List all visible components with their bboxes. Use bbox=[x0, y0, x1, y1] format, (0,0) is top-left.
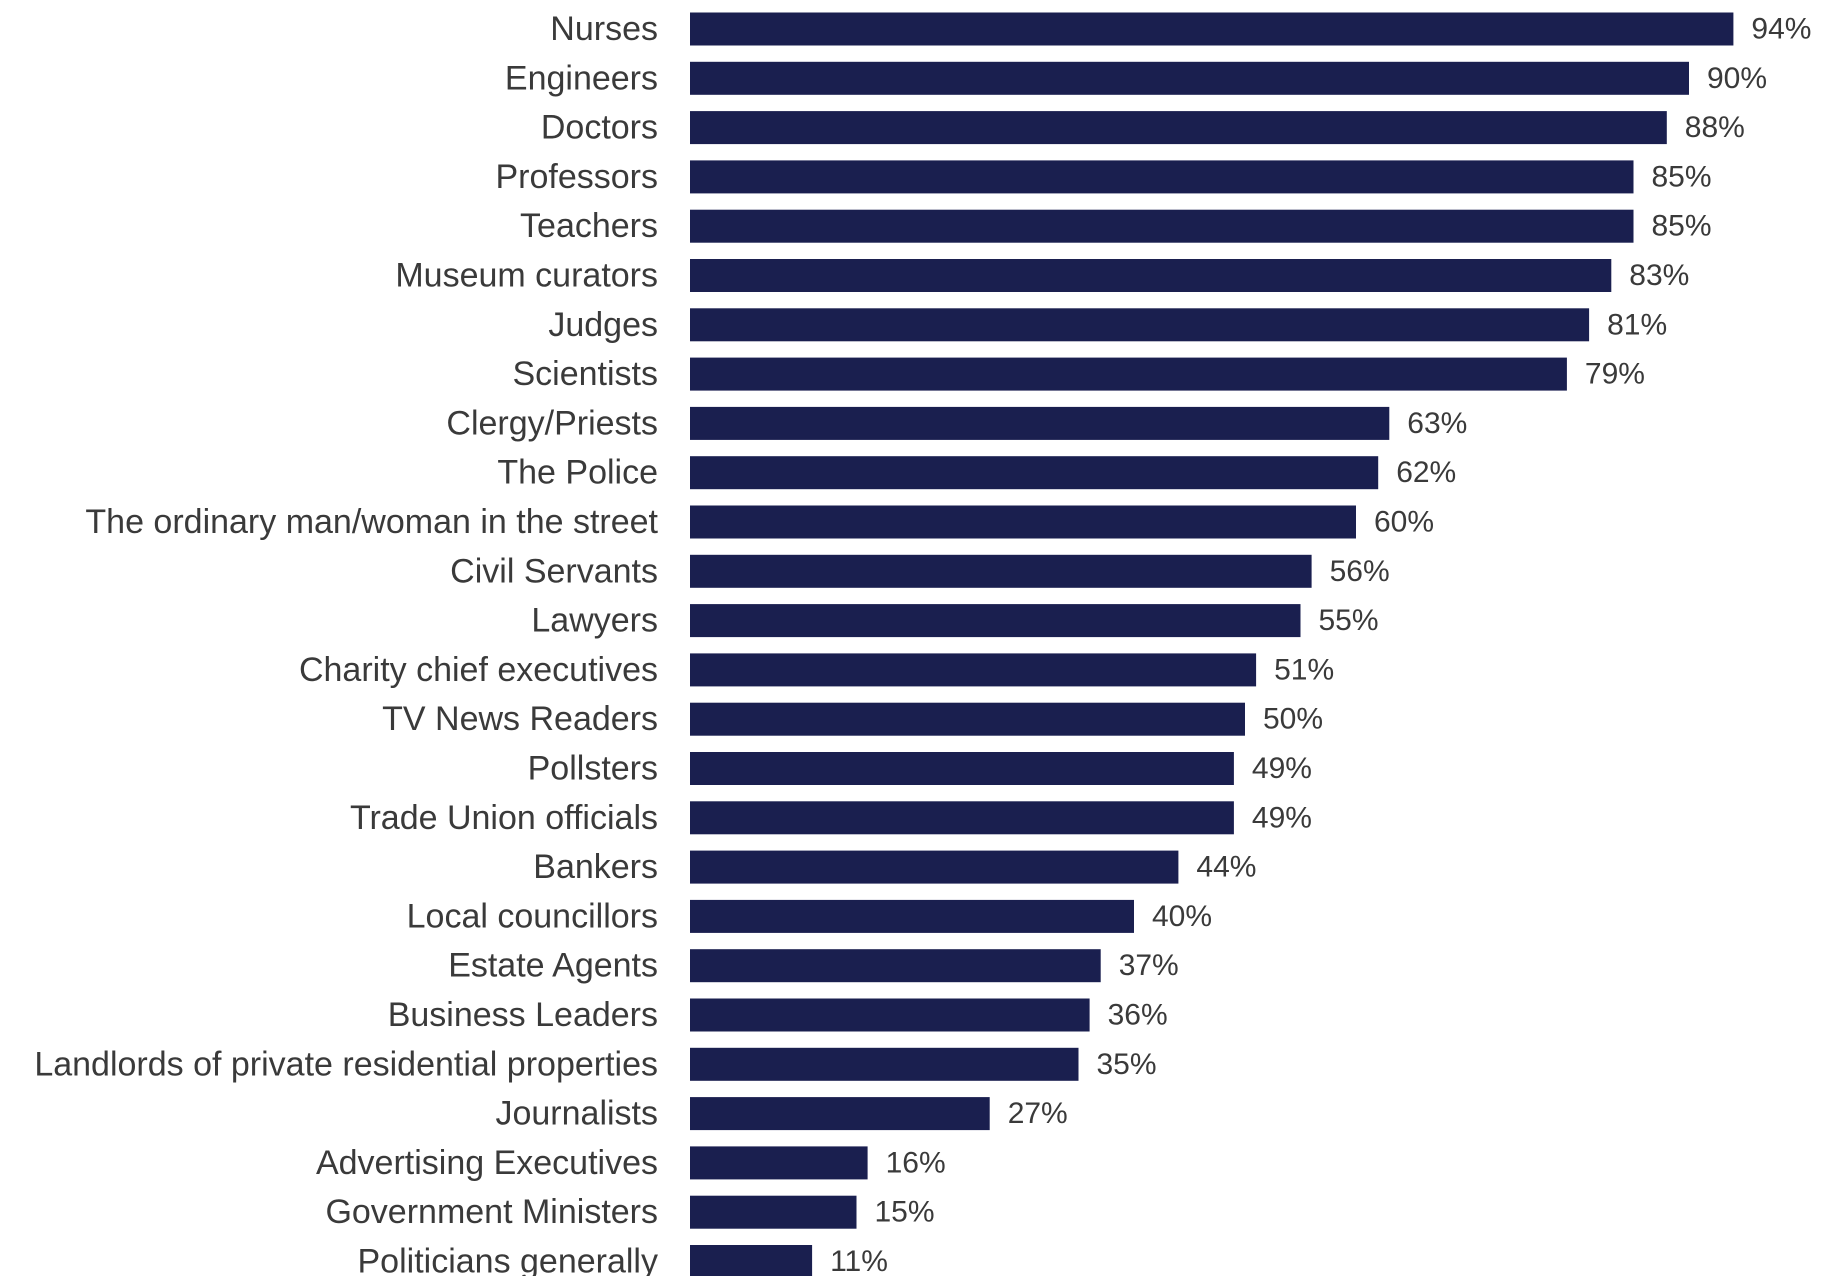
category-label: Pollsters bbox=[528, 750, 658, 788]
data-label: 55% bbox=[1319, 604, 1379, 637]
category-label: Estate Agents bbox=[448, 947, 658, 985]
category-label: Clergy/Priests bbox=[446, 404, 658, 442]
bar bbox=[690, 111, 1667, 145]
category-label: Trade Union officials bbox=[350, 799, 658, 837]
category-label: Politicians generally bbox=[358, 1243, 659, 1277]
bar bbox=[690, 209, 1634, 243]
category-label: Journalists bbox=[495, 1095, 658, 1133]
data-label: 27% bbox=[1008, 1097, 1068, 1130]
bar bbox=[690, 554, 1312, 588]
data-label: 85% bbox=[1652, 210, 1712, 243]
data-label: 44% bbox=[1196, 851, 1256, 884]
bar bbox=[690, 1097, 990, 1131]
category-label: Government Ministers bbox=[325, 1193, 658, 1231]
bar bbox=[690, 998, 1090, 1032]
data-label: 56% bbox=[1330, 555, 1390, 588]
category-label: Bankers bbox=[533, 848, 658, 886]
bar bbox=[690, 308, 1590, 342]
data-label: 11% bbox=[830, 1245, 888, 1276]
bar bbox=[690, 653, 1257, 687]
data-label: 60% bbox=[1374, 506, 1434, 539]
category-label: Engineers bbox=[505, 59, 658, 97]
category-label: Scientists bbox=[513, 355, 659, 393]
bar bbox=[690, 259, 1612, 292]
bar bbox=[690, 1047, 1079, 1081]
bar bbox=[690, 850, 1179, 884]
data-label: 90% bbox=[1707, 62, 1767, 95]
category-label: Nurses bbox=[550, 10, 658, 48]
data-label: 36% bbox=[1108, 999, 1168, 1032]
bar bbox=[690, 456, 1379, 490]
bar bbox=[690, 801, 1234, 835]
category-label: The ordinary man/woman in the street bbox=[85, 503, 658, 541]
bar bbox=[690, 61, 1689, 95]
data-label: 88% bbox=[1685, 111, 1745, 144]
bar bbox=[690, 505, 1356, 539]
bar bbox=[690, 752, 1234, 785]
bar bbox=[690, 604, 1301, 638]
category-label: The Police bbox=[497, 454, 658, 492]
bar bbox=[690, 702, 1245, 736]
category-label: Local councillors bbox=[407, 897, 658, 935]
data-label: 62% bbox=[1396, 456, 1456, 489]
bar bbox=[690, 1195, 857, 1229]
category-label: Business Leaders bbox=[388, 996, 658, 1034]
data-label: 50% bbox=[1263, 703, 1323, 736]
category-label: Lawyers bbox=[531, 602, 658, 640]
data-label: 16% bbox=[886, 1146, 946, 1179]
data-label: 79% bbox=[1585, 358, 1645, 391]
data-label: 49% bbox=[1252, 801, 1312, 834]
data-label: 85% bbox=[1652, 160, 1712, 193]
category-label: Doctors bbox=[541, 109, 658, 147]
data-label: 15% bbox=[875, 1196, 935, 1229]
category-label: Advertising Executives bbox=[316, 1144, 658, 1182]
data-label: 81% bbox=[1607, 308, 1667, 341]
category-label: Civil Servants bbox=[450, 552, 658, 590]
bar bbox=[690, 406, 1390, 440]
bar bbox=[690, 949, 1101, 983]
data-label: 49% bbox=[1252, 752, 1312, 785]
category-label: Judges bbox=[548, 306, 658, 344]
bar bbox=[690, 357, 1567, 391]
data-label: 37% bbox=[1119, 949, 1179, 982]
bar bbox=[690, 1146, 868, 1180]
bar bbox=[690, 160, 1634, 194]
category-label: Landlords of private residential propert… bbox=[34, 1045, 658, 1083]
data-label: 94% bbox=[1751, 13, 1811, 46]
data-label: 63% bbox=[1407, 407, 1467, 440]
bar bbox=[690, 12, 1734, 46]
bar bbox=[690, 1245, 813, 1278]
data-label: 40% bbox=[1152, 900, 1212, 933]
category-label: Charity chief executives bbox=[299, 651, 658, 689]
data-label: 35% bbox=[1097, 1048, 1157, 1081]
category-label: Professors bbox=[496, 158, 659, 196]
category-label: Teachers bbox=[520, 207, 658, 245]
data-label: 51% bbox=[1274, 653, 1334, 686]
data-label: 83% bbox=[1629, 259, 1689, 292]
bar bbox=[690, 899, 1134, 933]
category-label: Museum curators bbox=[395, 257, 658, 295]
category-label: TV News Readers bbox=[382, 700, 658, 738]
